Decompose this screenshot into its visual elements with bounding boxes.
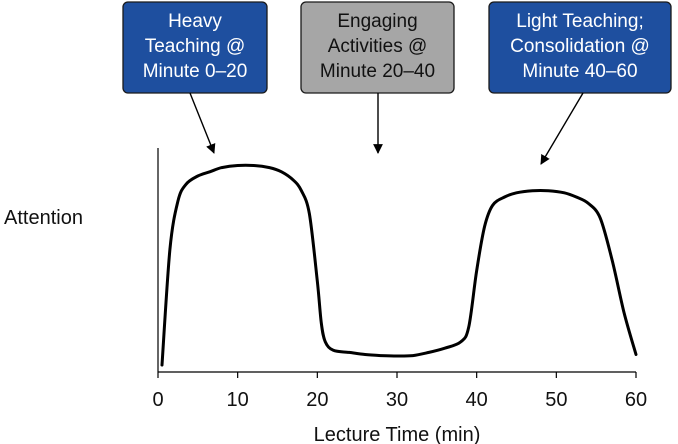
x-axis-label: Lecture Time (min) [314,424,481,444]
x-tick-label: 60 [625,389,647,411]
attention-curve [160,163,638,367]
x-ticks: 0 10 20 30 40 50 60 [152,372,647,411]
x-tick-label: 0 [152,389,163,411]
annotation-text-line: Minute 40–60 [522,61,637,82]
annotation-text-line: Minute 0–20 [143,61,248,82]
x-tick-label: 10 [227,389,249,411]
annotation-text-line: Engaging [337,11,417,32]
annotation-text-line: Consolidation @ [510,36,650,57]
annotation-box: Heavy Teaching @ Minute 0–20 [122,1,268,154]
annotation-text-line: Light Teaching; [516,11,643,32]
x-tick-label: 50 [545,389,567,411]
annotation-text-line: Teaching @ [145,36,246,57]
annotation-arrow [189,92,216,154]
annotation-box: Light Teaching; Consolidation @ Minute 40–… [488,1,672,165]
y-axis-label: Attention [4,207,83,229]
annotation-box-bg [488,1,672,94]
annotation-box: Engaging Activities @ Minute 20–40 [300,1,455,154]
annotations: Heavy Teaching @ Minute 0–20 Engaging Activi… [122,1,672,165]
annotation-text-line: Activities @ [328,36,428,57]
annotation-text-line: Heavy [168,11,222,32]
x-tick-label: 20 [306,389,328,411]
x-tick-label: 40 [466,389,488,411]
annotation-text-line: Minute 20–40 [320,61,435,82]
annotation-box-bg [122,1,268,94]
x-tick-label: 30 [386,389,408,411]
annotation-arrow [540,92,584,165]
